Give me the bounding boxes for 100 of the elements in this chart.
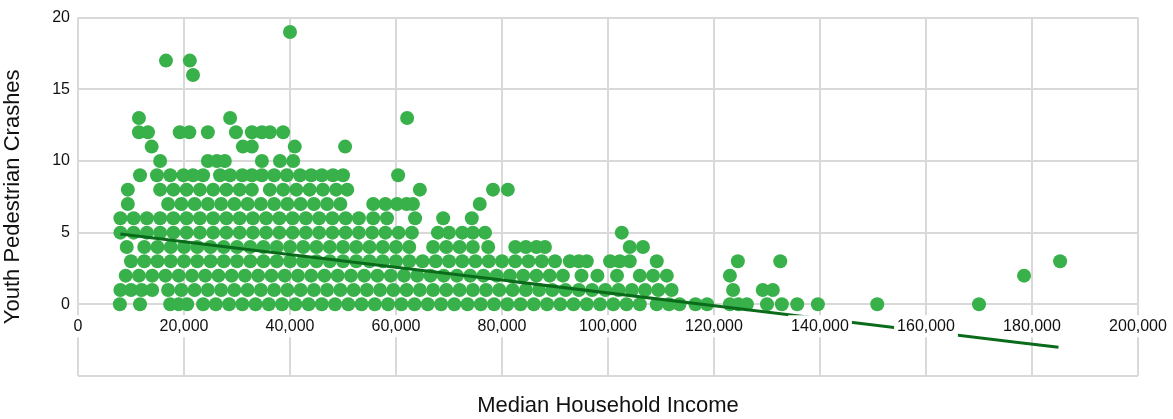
point [174, 282, 189, 297]
point [256, 254, 271, 269]
point [192, 211, 207, 226]
point [439, 239, 454, 254]
point [287, 139, 302, 154]
point [365, 225, 380, 240]
point [279, 168, 294, 183]
point [481, 239, 496, 254]
point [542, 268, 557, 283]
point [206, 182, 221, 197]
point [492, 282, 507, 297]
point [206, 211, 221, 226]
point [555, 268, 570, 283]
point [341, 297, 356, 312]
point [479, 282, 494, 297]
point [312, 225, 327, 240]
point [227, 196, 242, 211]
point [126, 211, 141, 226]
point [402, 239, 417, 254]
point [120, 196, 135, 211]
y-axis-title: Youth Pedestrian Crashes [0, 69, 25, 325]
point [346, 282, 361, 297]
point [500, 182, 515, 197]
point [139, 211, 154, 226]
point [119, 239, 134, 254]
point [521, 254, 536, 269]
point [396, 268, 411, 283]
point [208, 297, 223, 312]
point [590, 268, 605, 283]
point [174, 196, 189, 211]
point [333, 196, 348, 211]
point [649, 254, 664, 269]
point [481, 254, 496, 269]
point [158, 53, 173, 68]
point [187, 196, 202, 211]
point [214, 282, 229, 297]
point [301, 297, 316, 312]
point [349, 239, 364, 254]
point [145, 268, 160, 283]
point [487, 297, 502, 312]
point [196, 168, 211, 183]
point [765, 282, 780, 297]
point [383, 268, 398, 283]
point [317, 268, 332, 283]
point [214, 196, 229, 211]
point [192, 225, 207, 240]
point [227, 282, 242, 297]
point [336, 168, 350, 183]
x-tick-label: 200,000 [1109, 316, 1168, 334]
point [412, 282, 427, 297]
point [464, 211, 479, 226]
point [219, 182, 234, 197]
point [232, 182, 247, 197]
point [275, 297, 290, 312]
point [540, 297, 555, 312]
point [298, 225, 313, 240]
point [473, 297, 488, 312]
point [460, 297, 475, 312]
point [184, 268, 199, 283]
point [1053, 254, 1068, 269]
point [254, 168, 269, 183]
point [320, 196, 335, 211]
point [378, 196, 393, 211]
point [267, 282, 282, 297]
point [379, 211, 394, 226]
point [283, 254, 297, 269]
point [610, 268, 625, 283]
point [149, 168, 164, 183]
point [276, 125, 291, 140]
point [370, 268, 385, 283]
point [302, 182, 317, 197]
point [428, 254, 443, 269]
point [131, 110, 146, 125]
point [240, 196, 255, 211]
point [404, 225, 419, 240]
point [505, 282, 520, 297]
point [304, 268, 319, 283]
point [166, 225, 181, 240]
point [203, 254, 218, 269]
point [508, 254, 523, 269]
point [343, 268, 358, 283]
point [187, 282, 202, 297]
point [386, 282, 401, 297]
point [972, 297, 986, 312]
x-axis-title: Median Household Income [477, 392, 739, 418]
point [153, 182, 168, 197]
point [186, 67, 201, 82]
point [259, 225, 274, 240]
point [516, 268, 531, 283]
point [760, 297, 774, 312]
point [659, 268, 674, 283]
point [328, 297, 343, 312]
point [526, 297, 541, 312]
point [264, 268, 279, 283]
point [245, 225, 260, 240]
point [434, 297, 449, 312]
point [439, 282, 454, 297]
point [200, 125, 215, 140]
point [118, 268, 133, 283]
y-tick-label: 20 [52, 8, 71, 26]
